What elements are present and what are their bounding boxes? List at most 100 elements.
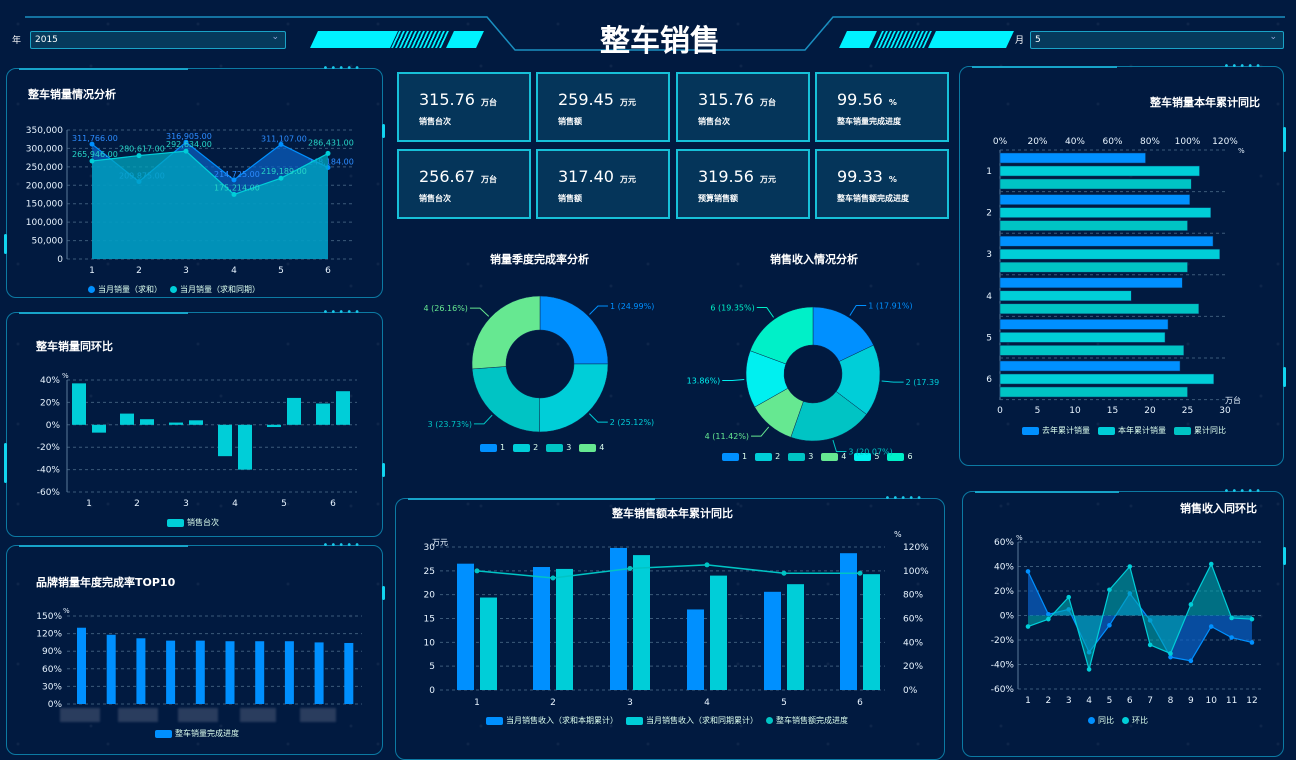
bar <box>267 424 281 428</box>
y-tick-label: 30% <box>42 682 62 692</box>
kpi-label: 销售额 <box>558 194 582 203</box>
legend-item[interactable]: 去年累计销量 <box>1022 425 1090 436</box>
x-unit-label: 万台 <box>1225 395 1241 405</box>
y-tick-label: 60% <box>994 538 1014 548</box>
legend-volume-ytd: 去年累计销量 本年累计销量 累计同比 <box>1022 425 1226 436</box>
data-point <box>1249 616 1255 622</box>
kpi-label: 销售台次 <box>698 117 730 126</box>
bar <box>77 627 86 704</box>
kpi-card: 259.45 万元 销售额 <box>536 72 670 142</box>
data-point <box>1147 642 1153 648</box>
legend-item[interactable]: 整车销售额完成进度 <box>766 715 848 726</box>
legend-item[interactable]: 环比 <box>1122 715 1148 726</box>
bar <box>480 597 497 690</box>
y-tick-label: 40% <box>994 563 1014 573</box>
kpi-value: 317.40 <box>558 167 614 186</box>
kpi-label: 预算销售额 <box>698 194 738 203</box>
legend-quarter-rate: 1 2 3 4 <box>480 443 604 452</box>
bar <box>999 248 1220 260</box>
x-tick-label: 4 <box>231 266 237 276</box>
label-leader-line <box>722 379 745 382</box>
data-point <box>1249 640 1255 645</box>
series-line <box>91 150 329 196</box>
pie-slice <box>471 366 541 433</box>
data-point <box>1025 624 1031 629</box>
legend-item[interactable]: 本年累计销量 <box>1098 425 1166 436</box>
kpi-card: 99.33% 整车销售额完成进度 <box>815 149 949 219</box>
x2-unit-label: % <box>1238 147 1245 155</box>
y2-unit-label: % <box>894 530 902 539</box>
y-tick-label: 50,000 <box>32 237 64 247</box>
y-tick-label: 40% <box>40 376 60 386</box>
year-select[interactable]: 2015 ⌄ <box>30 31 286 49</box>
x2-tick-label: 40% <box>1065 137 1085 147</box>
legend-item[interactable]: 当月销售收入（求和同期累计） <box>626 715 758 726</box>
legend-item[interactable]: 整车销量完成进度 <box>155 728 239 739</box>
legend-item[interactable]: 1 <box>722 452 747 461</box>
legend-item[interactable]: 6 <box>887 452 913 461</box>
bar <box>255 641 265 704</box>
legend-item[interactable]: 当月销量（求和） <box>88 284 162 295</box>
y-tick-label: 3 <box>986 250 992 260</box>
label-leader-line <box>881 380 904 383</box>
data-point <box>1229 635 1234 640</box>
bar <box>136 638 146 704</box>
y-tick-label: -20% <box>991 636 1015 646</box>
y-tick-label: 0% <box>48 700 63 710</box>
x-tick-label: 10 <box>1206 696 1218 706</box>
y-unit-label: % <box>62 372 69 380</box>
data-point <box>136 153 142 159</box>
x-tick-label: 5 <box>281 499 287 509</box>
series-line <box>476 564 860 579</box>
legend-sales-volume: 当月销量（求和） 当月销量（求和同期） <box>88 284 260 295</box>
legend-item[interactable]: 当月销量（求和同期） <box>170 284 260 295</box>
bar <box>166 640 176 704</box>
x-tick-label: 30 <box>1219 406 1231 416</box>
legend-item[interactable]: 同比 <box>1088 715 1114 726</box>
kpi-card: 319.56 万元 预算销售额 <box>676 149 810 219</box>
legend-item[interactable]: 5 <box>854 452 879 461</box>
y2-tick-label: 0% <box>903 686 918 696</box>
month-select[interactable]: 5 ⌄ <box>1030 31 1284 49</box>
label-leader-line <box>832 439 847 453</box>
legend-item[interactable]: 当月销售收入（求和本期累计） <box>486 715 618 726</box>
y2-tick-label: 40% <box>903 638 923 648</box>
x-tick-label: 8 <box>1168 696 1174 706</box>
bar <box>999 386 1188 398</box>
x-tick-label: 15 <box>1107 406 1118 416</box>
data-point <box>183 148 189 154</box>
y-tick-label: 30 <box>424 543 436 553</box>
x-tick-label: 5 <box>781 698 787 708</box>
legend-item[interactable]: 1 <box>480 443 505 452</box>
legend-item[interactable]: 销售台次 <box>167 517 219 528</box>
bar <box>999 332 1166 343</box>
x-tick-label: 2 <box>550 698 556 708</box>
bar <box>999 360 1181 372</box>
bar <box>195 640 205 704</box>
x-tick-label: 1 <box>89 266 95 276</box>
x-tick-label: 6 <box>857 698 863 708</box>
x-tick-label: 1 <box>474 698 480 708</box>
bar <box>999 194 1190 205</box>
data-point <box>183 139 189 145</box>
data-point <box>627 565 633 571</box>
y-tick-label: -60% <box>991 685 1015 695</box>
x-tick-label: 9 <box>1188 696 1194 706</box>
legend-item[interactable]: 3 <box>546 443 571 452</box>
x-tick-label: 1 <box>86 499 92 509</box>
label-leader-line <box>469 307 490 317</box>
bar <box>284 641 294 704</box>
data-point <box>1208 561 1214 567</box>
bar <box>999 303 1199 315</box>
legend-item[interactable]: 4 <box>579 443 604 452</box>
legend-item[interactable]: 累计同比 <box>1174 425 1226 436</box>
legend-item[interactable]: 2 <box>513 443 538 452</box>
legend-item[interactable]: 3 <box>788 452 813 461</box>
y-unit-label: % <box>1016 534 1023 542</box>
y-tick-label: 0 <box>429 686 435 696</box>
legend-item[interactable]: 2 <box>755 452 780 461</box>
legend-item[interactable]: 4 <box>821 452 846 461</box>
chart-title-revenue-ytd: 整车销售额本年累计同比 <box>612 507 733 520</box>
bar <box>999 152 1146 164</box>
x-tick-label: 1 <box>1025 696 1031 706</box>
